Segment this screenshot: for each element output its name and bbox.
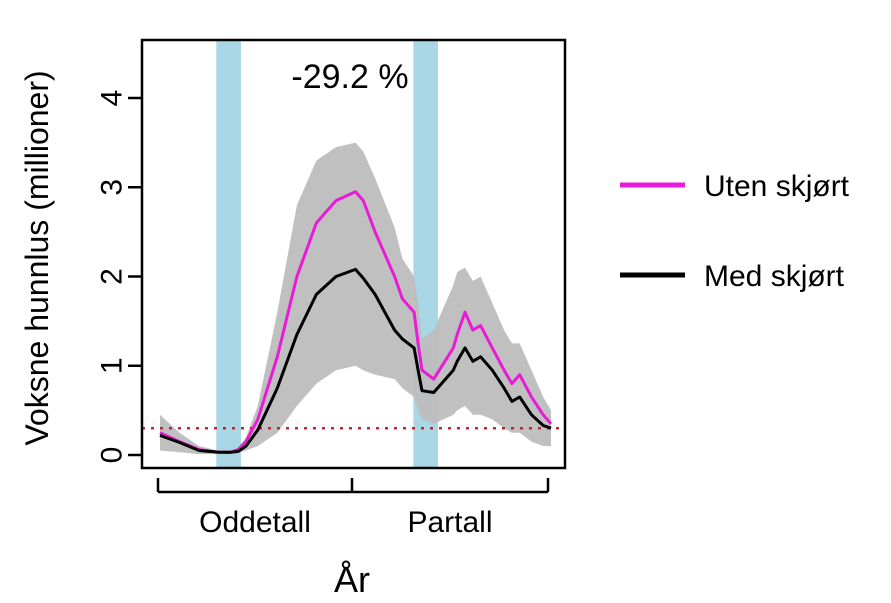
shaded-period-0 (216, 40, 241, 468)
axes: 0 1 2 3 4 Oddetall Partall År Voksne hunnlus (mi… (19, 38, 567, 600)
legend: Uten skjørt Med skjørt (620, 170, 850, 293)
x-tick-label-1: Partall (407, 506, 492, 539)
y-axis-title: Voksne hunnlus (millioner) (19, 70, 55, 445)
series-line-uten-skjort (159, 190, 553, 454)
y-tick-label-4: 4 (96, 90, 129, 107)
plot-area: -29.2 % (142, 40, 565, 468)
plot-frame (140, 38, 567, 470)
uncertainty-band (160, 142, 551, 455)
y-tick-label-0: 0 (96, 447, 129, 464)
y-tick-label-1: 1 (96, 357, 129, 374)
annotation-label: -29.2 % (291, 58, 408, 96)
x-axis-title: År (334, 559, 370, 600)
y-tick-label-2: 2 (96, 268, 129, 285)
legend-label-1: Med skjørt (704, 260, 845, 293)
legend-label-0: Uten skjørt (704, 170, 850, 203)
y-tick-label-3: 3 (96, 179, 129, 196)
x-tick-label-0: Oddetall (199, 506, 311, 539)
series-line-med-skjort (159, 267, 552, 454)
